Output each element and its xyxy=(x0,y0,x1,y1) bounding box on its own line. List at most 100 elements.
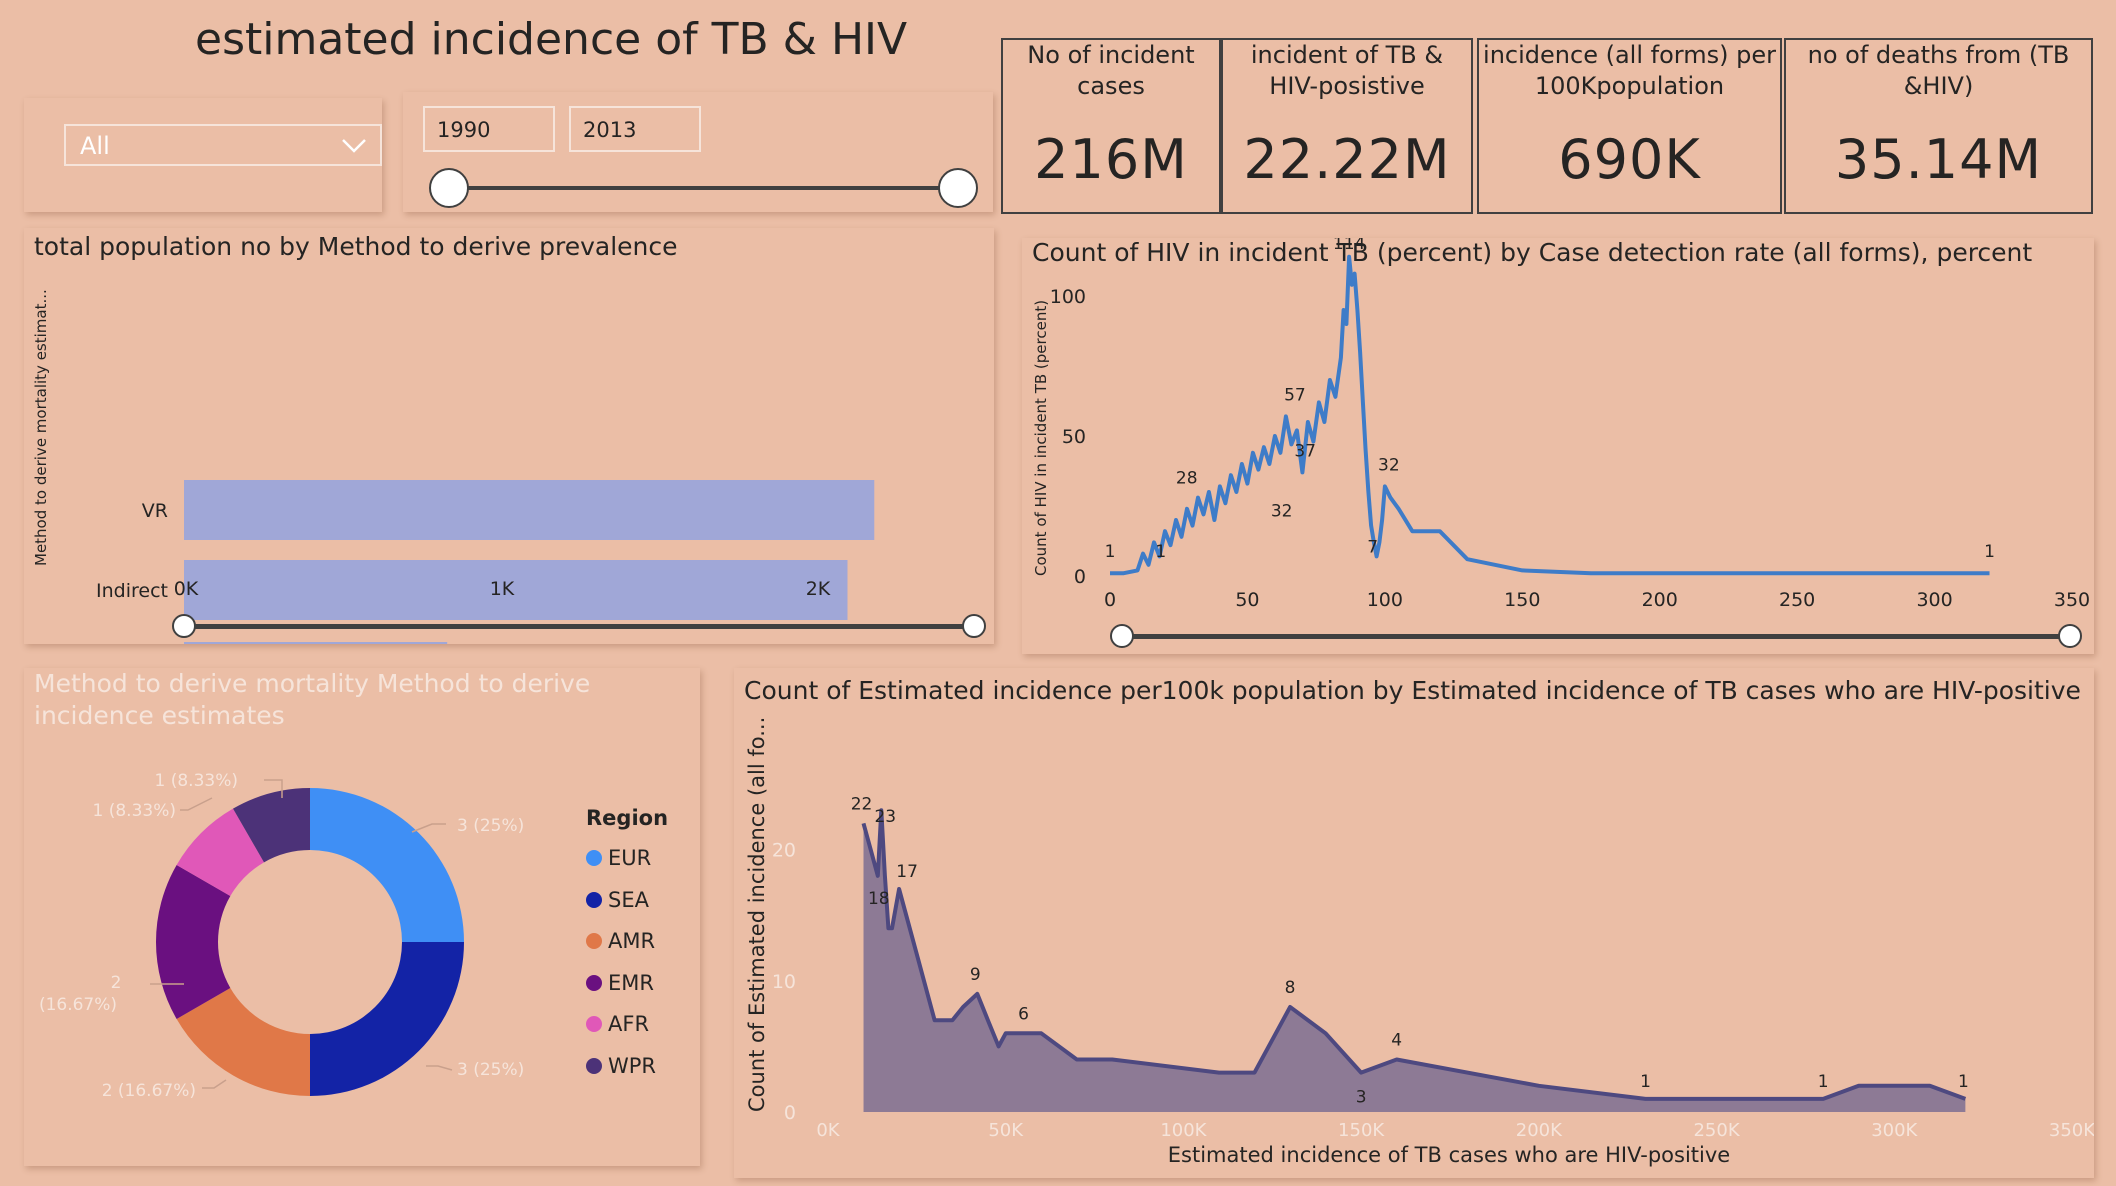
area-data-label: 8 xyxy=(1285,978,1296,998)
bar-xtick: 1K xyxy=(490,578,515,600)
legend-item-emr[interactable]: EMR xyxy=(586,971,654,995)
legend-dot-icon xyxy=(586,891,602,908)
legend-item-eur[interactable]: EUR xyxy=(586,846,651,870)
year-slider-track[interactable] xyxy=(449,186,959,190)
area-xtick: 100K xyxy=(1160,1120,1207,1141)
bar-zoom-slider-track[interactable] xyxy=(184,624,974,629)
kpi-value: 216M xyxy=(1034,128,1188,191)
line-xtick: 250 xyxy=(1779,589,1815,611)
kpi-card-incident-cases: No of incident cases 216M xyxy=(1001,38,1221,214)
line-series[interactable] xyxy=(1110,254,1990,576)
bar-category-label: Indirect xyxy=(96,580,168,602)
year-slider-start-handle[interactable] xyxy=(429,168,469,208)
donut-slice-label: 3 (25%) xyxy=(457,1060,524,1080)
area-xtick: 350K xyxy=(2049,1120,2094,1141)
donut-slice-label: 1 (8.33%) xyxy=(93,801,177,821)
line-zoom-slider-track[interactable] xyxy=(1122,634,2072,639)
legend-label: AFR xyxy=(608,1012,650,1036)
line-zoom-slider-start-handle[interactable] xyxy=(1110,624,1134,648)
donut-slice-wpr[interactable] xyxy=(233,788,310,863)
donut-slice-emr[interactable] xyxy=(155,865,231,1019)
kpi-label: No of incident cases xyxy=(1027,41,1195,100)
area-series-line[interactable] xyxy=(861,808,1967,1101)
area-xtick: 200K xyxy=(1516,1120,1563,1141)
kpi-label: incidence (all forms) per 100Kpopulation xyxy=(1483,41,1776,100)
line-xtick: 350 xyxy=(2054,589,2090,611)
year-end-input[interactable]: 2013 xyxy=(569,106,701,152)
legend-item-amr[interactable]: AMR xyxy=(586,929,655,953)
region-dropdown[interactable]: All xyxy=(64,124,382,166)
donut-slice-afr[interactable] xyxy=(176,808,264,896)
donut-chart-title: Method to derive mortality Method to der… xyxy=(34,669,591,730)
donut-slice-eur[interactable] xyxy=(310,788,464,942)
year-start-input[interactable]: 1990 xyxy=(423,106,555,152)
line-chart-title: Count of HIV in incident TB (percent) by… xyxy=(1032,238,2033,267)
line-data-label: 7 xyxy=(1367,537,1378,557)
bar-xtick: 2K xyxy=(806,578,831,600)
chevron-down-icon xyxy=(342,139,366,153)
donut-slice-amr[interactable] xyxy=(176,988,310,1096)
area-xtick: 250K xyxy=(1693,1120,1740,1141)
bar-chart-title: total population no by Method to derive … xyxy=(34,232,678,261)
legend-label: WPR xyxy=(608,1053,657,1078)
area-xtick: 150K xyxy=(1338,1120,1385,1141)
area-data-label: 22 xyxy=(851,794,873,814)
year-slider-end-handle[interactable] xyxy=(938,168,978,208)
area-data-label: 6 xyxy=(1018,1004,1029,1024)
line-xtick: 200 xyxy=(1642,589,1678,611)
bar-indirect[interactable] xyxy=(184,560,848,620)
area-xtick: 300K xyxy=(1871,1120,1918,1141)
donut-slice-label: 3 (25%) xyxy=(457,816,524,836)
region-dropdown-value: All xyxy=(80,132,110,160)
area-ytick: 0 xyxy=(784,1102,796,1124)
donut-leader-lines xyxy=(150,779,453,1089)
donut-slice-sea[interactable] xyxy=(310,942,464,1096)
line-data-label: 114 xyxy=(1333,238,1365,254)
area-data-label: 18 xyxy=(868,889,890,909)
kpi-value: 22.22M xyxy=(1243,128,1451,191)
line-chart-ylabel: Count of HIV in incident TB (percent) xyxy=(1032,300,1050,576)
line-data-label: 1 xyxy=(1984,542,1995,562)
legend-dot-icon xyxy=(586,933,602,949)
legend-item-afr[interactable]: AFR xyxy=(586,1012,649,1036)
kpi-value: 35.14M xyxy=(1834,128,2043,191)
donut-slice-label: 2 xyxy=(111,973,122,993)
bar-zoom-slider-end-handle[interactable] xyxy=(962,614,986,638)
line-data-label: 28 xyxy=(1176,469,1198,489)
donut-slice-label: 2 (16.67%) xyxy=(102,1081,196,1101)
line-xtick: 150 xyxy=(1504,589,1540,611)
legend-item-sea[interactable]: SEA xyxy=(586,888,649,912)
kpi-label: incident of TB & HIV-posistive xyxy=(1250,41,1444,100)
legend-label: AMR xyxy=(608,929,656,953)
kpi-card-incidence-per-100k: incidence (all forms) per 100Kpopulation… xyxy=(1477,38,1782,214)
bar-chart: Method to derive mortality estimat... VR… xyxy=(32,289,875,644)
line-chart: Count of HIV in incident TB (percent) 0 5… xyxy=(1032,238,2090,611)
line-data-label: 1 xyxy=(1155,542,1166,562)
kpi-label: no of deaths from (TB &HIV) xyxy=(1807,41,2070,100)
area-data-label: 1 xyxy=(1640,1072,1651,1092)
bar-category-label: VR xyxy=(142,500,168,522)
area-chart-xlabel: Estimated incidence of TB cases who are … xyxy=(1168,1143,1730,1167)
line-ytick: 50 xyxy=(1062,426,1086,448)
legend-label: EUR xyxy=(608,846,652,870)
line-data-label: 37 xyxy=(1294,441,1316,461)
donut-chart-panel: Method to derive mortality Method to der… xyxy=(24,668,700,1166)
line-xtick: 300 xyxy=(1916,589,1952,611)
donut-chart: 3 (25%) 3 (25%) 2 (16.67%) 2 (16.67%) 1 … xyxy=(39,771,524,1101)
line-xtick: 100 xyxy=(1367,589,1403,611)
line-zoom-slider-end-handle[interactable] xyxy=(2058,624,2082,648)
area-data-label: 1 xyxy=(1818,1072,1829,1092)
area-chart: Count of Estimated incidence (all fo... … xyxy=(745,717,2094,1167)
legend-label: SEA xyxy=(608,887,649,912)
area-chart-ylabel: Count of Estimated incidence (all fo... xyxy=(745,717,769,1112)
legend-dot-icon xyxy=(586,850,602,866)
legend-dot-icon xyxy=(586,1016,602,1032)
donut-slice-label: 1 (8.33%) xyxy=(155,771,239,791)
legend-item-wpr[interactable]: WPR xyxy=(586,1054,656,1078)
bar-zoom-slider-start-handle[interactable] xyxy=(172,614,196,638)
legend-dot-icon xyxy=(586,974,602,991)
line-data-label: 32 xyxy=(1378,455,1400,475)
legend-label: EMR xyxy=(608,970,654,995)
bar-vr[interactable] xyxy=(184,480,875,540)
bar-vr-imputed[interactable] xyxy=(184,642,448,644)
